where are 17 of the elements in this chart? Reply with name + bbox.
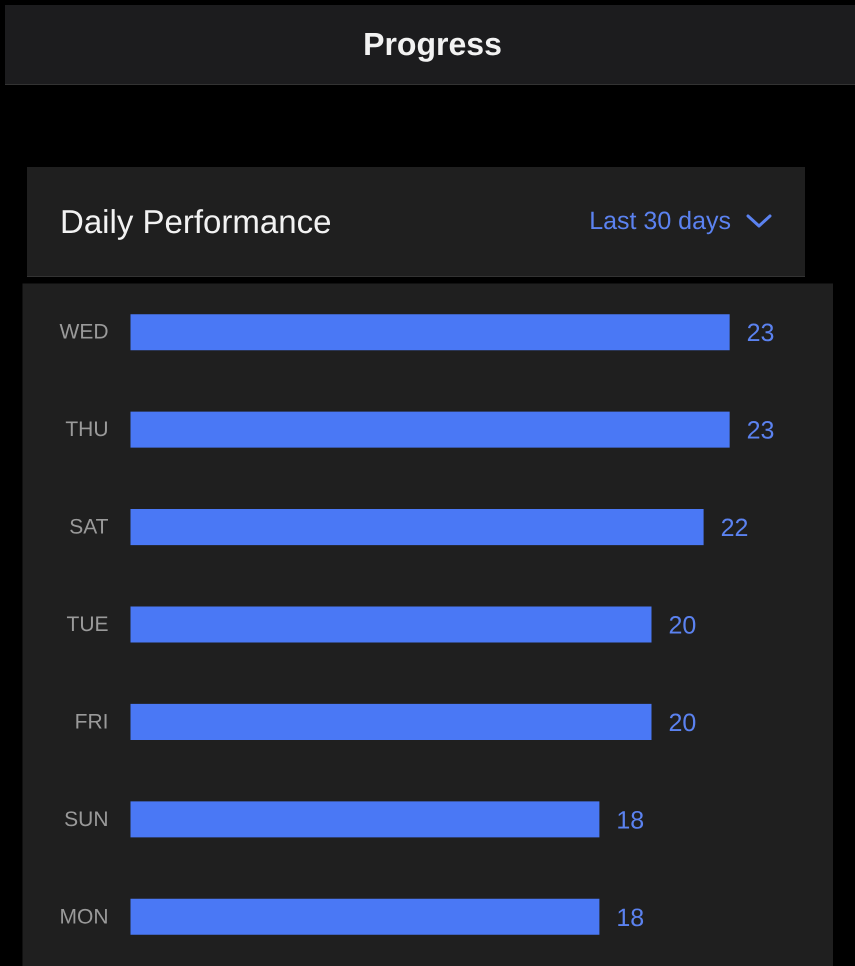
- data-label: 18: [616, 806, 644, 834]
- data-label: 20: [668, 708, 696, 737]
- data-label: 23: [746, 416, 774, 445]
- y-tick-label: TUE: [66, 613, 108, 636]
- data-label: 20: [668, 612, 696, 640]
- y-tick-label: THU: [65, 418, 109, 442]
- data-label: 23: [746, 319, 774, 348]
- chart-subtitle: Last 30 days: [589, 206, 732, 237]
- data-label: 22: [720, 514, 748, 542]
- y-tick-label: MON: [60, 905, 109, 928]
- text: Progress: [363, 24, 502, 64]
- y-tick-label: WED: [60, 320, 109, 344]
- y-tick-label: SAT: [69, 516, 109, 539]
- y-tick-label: FRI: [74, 710, 108, 734]
- y-tick-label: SUN: [64, 808, 109, 831]
- chart-title: Daily Performance: [60, 202, 332, 242]
- data-label: 18: [616, 904, 644, 932]
